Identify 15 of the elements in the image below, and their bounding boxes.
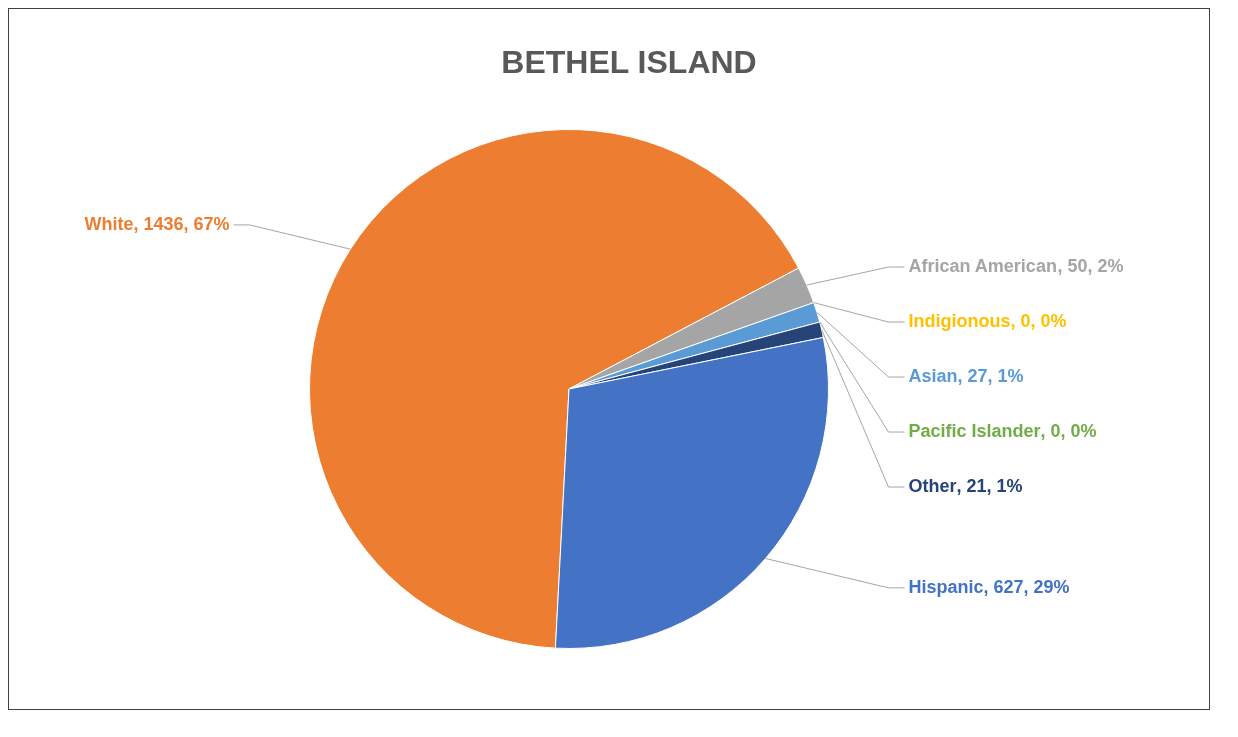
slice-label: Hispanic	[908, 576, 984, 597]
data-label: , 27, 1%	[957, 366, 1024, 386]
text: , 0, 0%	[1040, 421, 1097, 441]
category-label: Pacific Islander	[908, 421, 1041, 441]
slice-label: Asian	[908, 366, 958, 386]
data-label: , 627, 29%	[983, 576, 1070, 597]
text: , 0, 0%	[1010, 311, 1067, 331]
chart-title: BETHEL ISLAND	[501, 43, 757, 80]
data-label: , 21, 1%	[956, 476, 1023, 496]
slice-label: Other	[908, 476, 957, 496]
data-label: , 50, 2%	[1057, 256, 1124, 276]
data-label: , 1436, 67%	[133, 213, 230, 234]
category-label: Indigionous	[908, 311, 1011, 331]
slice-label: White	[84, 213, 134, 234]
slice-label: African American	[908, 256, 1057, 276]
